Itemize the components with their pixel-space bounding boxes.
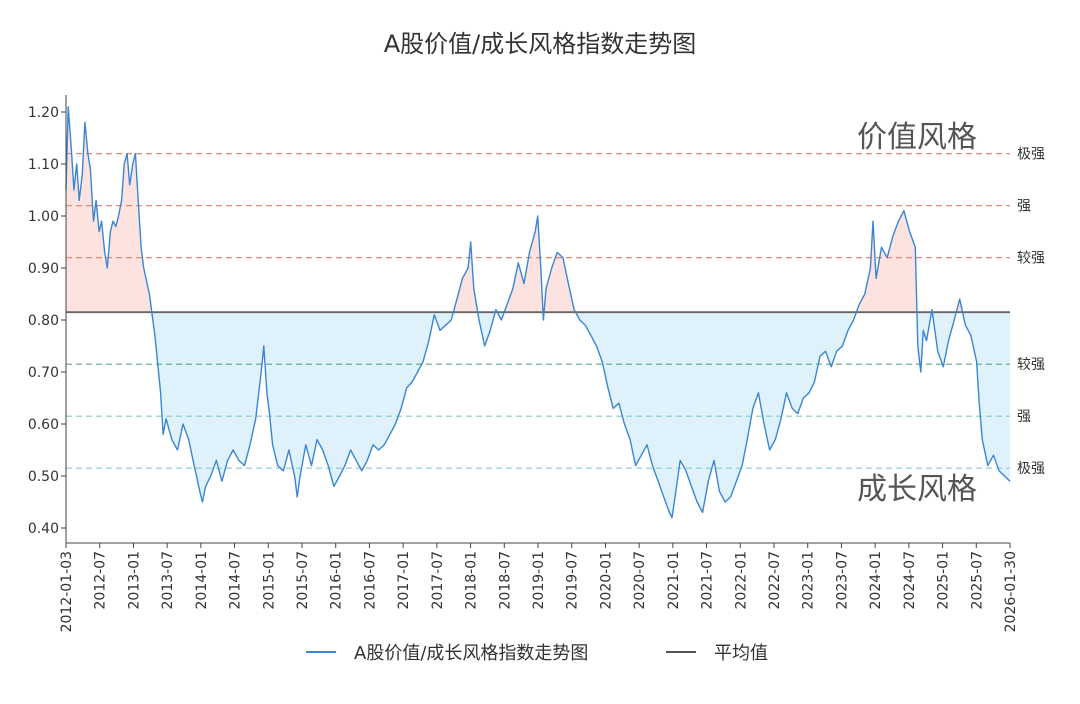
- x-tick-label: 2025-01: [936, 551, 952, 610]
- reference-label: 较强: [1017, 251, 1045, 267]
- x-tick-label: 2015-07: [295, 551, 311, 610]
- x-tick-label: 2024-01: [868, 551, 884, 610]
- x-axis: 2012-01-03 2012-07 2013-01 2013-07 2014-01 20…: [59, 542, 1019, 632]
- x-tick-label: 2019-07: [565, 551, 581, 610]
- x-tick-label: 2017-01: [396, 551, 412, 610]
- legend-item-index: A股价值/成长风格指数走势图: [306, 640, 588, 664]
- x-tick-label: 2013-01: [126, 551, 142, 610]
- fill-below-mean: [151, 312, 1010, 518]
- x-tick-label: 2014-07: [228, 551, 244, 610]
- series-layer: [65, 106, 1011, 519]
- x-tick-label: 2021-07: [700, 551, 716, 610]
- x-tick-label: 2023-01: [801, 551, 817, 610]
- y-tick-label: 0.40: [28, 521, 59, 537]
- x-tick-label: 2016-07: [362, 551, 378, 610]
- reference-label: 极强: [1017, 147, 1045, 163]
- x-tick-label: 2022-07: [767, 551, 783, 610]
- x-tick-label: 2022-01: [733, 551, 749, 610]
- y-axis: 0.40 0.50 0.60 0.70 0.80 0.90 1.00 1.10 1.20: [28, 95, 67, 543]
- legend-item-mean: 平均值: [666, 640, 768, 664]
- x-tick-label: 2018-07: [497, 551, 513, 610]
- y-tick-label: 1.00: [28, 209, 59, 225]
- x-tick-label: 2021-01: [666, 551, 682, 610]
- reference-label: 强: [1017, 409, 1031, 425]
- x-tick-label: 2026-01-30: [1003, 551, 1019, 632]
- legend-label-index: A股价值/成长风格指数走势图: [354, 643, 589, 664]
- x-tick-label: 2017-07: [430, 551, 446, 610]
- legend-swatch-mean: [666, 651, 696, 653]
- x-tick-label: 2012-01-03: [59, 551, 75, 632]
- y-tick-label: 0.80: [28, 313, 59, 329]
- y-tick-label: 0.50: [28, 469, 59, 485]
- y-tick-label: 0.70: [28, 365, 59, 381]
- reference-label: 极强: [1017, 461, 1045, 477]
- x-tick-label: 2019-01: [531, 551, 547, 610]
- reference-label: 较强: [1017, 357, 1045, 373]
- x-tick-label: 2013-07: [160, 551, 176, 610]
- y-tick-label: 1.10: [28, 157, 59, 173]
- x-tick-label: 2018-01: [464, 551, 480, 610]
- series-line: [65, 106, 1011, 519]
- reference-label: 强: [1017, 199, 1031, 215]
- x-tick-label: 2023-07: [834, 551, 850, 610]
- style-annotation: 成长风格: [857, 472, 977, 507]
- fill-above-mean: [66, 106, 963, 313]
- legend-label-mean: 平均值: [714, 643, 768, 664]
- legend-swatch-index: [306, 651, 336, 653]
- x-tick-label: 2012-07: [93, 551, 109, 610]
- y-tick-label: 1.20: [28, 105, 59, 121]
- x-tick-label: 2020-01: [598, 551, 614, 610]
- y-tick-label: 0.60: [28, 417, 59, 433]
- x-tick-label: 2020-07: [632, 551, 648, 610]
- style-annotation: 价值风格: [857, 120, 977, 155]
- x-tick-label: 2016-01: [329, 551, 345, 610]
- mean-fill-areas: [66, 106, 1010, 518]
- x-tick-label: 2024-07: [902, 551, 918, 610]
- y-tick-label: 0.90: [28, 261, 59, 277]
- x-tick-label: 2015-01: [261, 551, 277, 610]
- chart-title: A股价值/成长风格指数走势图: [383, 30, 697, 58]
- x-tick-label: 2014-01: [194, 551, 210, 610]
- x-tick-label: 2025-07: [969, 551, 985, 610]
